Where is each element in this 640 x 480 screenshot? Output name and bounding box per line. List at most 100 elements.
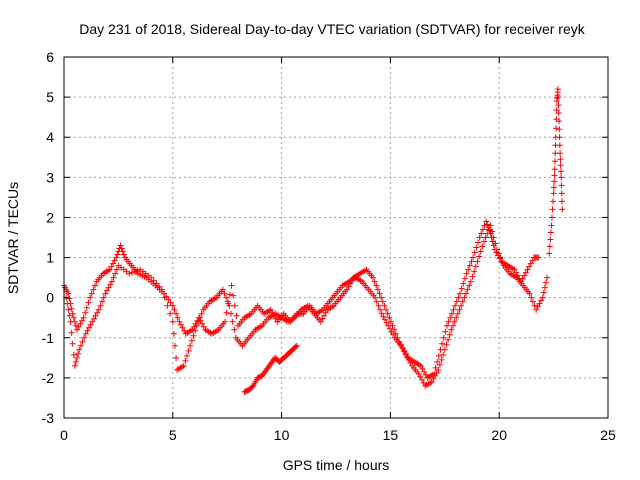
data-point [377,306,384,313]
x-axis: 0 5 10 15 20 25 [60,57,616,443]
data-point [474,258,481,265]
data-point [490,234,497,241]
data-point [129,269,135,276]
data-point [384,310,391,317]
data-point [459,298,466,305]
data-point [526,290,533,297]
data-point [519,275,526,282]
data-point [417,362,424,369]
data-point [495,250,502,257]
data-point [99,298,106,305]
data-point [559,206,566,213]
data-point [374,286,381,293]
data-point [461,294,468,301]
data-point [66,295,73,302]
data-point [64,300,71,307]
data-point [82,330,89,337]
data-point [527,260,534,267]
data-point [453,314,460,321]
data-point [535,254,542,261]
data-point [190,332,197,339]
data-point [226,291,233,298]
data-point [399,344,406,351]
data-point [343,286,350,293]
data-point [476,253,483,260]
data-point [496,255,503,262]
data-point [471,249,478,256]
data-point [161,290,168,297]
data-point [479,226,486,233]
data-point [439,340,446,347]
data-point [466,262,473,269]
data-point [551,172,558,179]
data-point [528,294,535,301]
data-point [226,302,233,309]
data-point [74,354,81,361]
data-point [69,310,76,317]
data-point [553,107,560,114]
data-point [348,277,355,284]
data-point [458,285,465,292]
data-point [440,351,447,358]
data-point [72,322,79,329]
data-point [183,352,190,359]
data-point [485,226,492,233]
data-point [553,125,560,132]
data-point [455,294,462,301]
data-point [161,294,168,301]
data-point [448,310,455,317]
data-point [85,299,92,306]
data-point [158,286,165,293]
data-point [465,266,472,273]
data-point [539,294,546,301]
data-point [164,302,171,309]
data-point [171,306,178,313]
data-point [347,280,354,287]
data-point [484,230,491,237]
data-point [472,263,479,270]
data-point [171,342,178,349]
data-point [293,342,300,349]
data-point [71,362,78,369]
data-point [551,158,558,165]
data-point [522,269,529,276]
data-point [176,318,183,325]
data-point [185,347,192,354]
y-tick-label: -1 [42,330,55,346]
data-point [75,350,82,357]
data-point [126,270,133,277]
data-point [470,254,477,261]
data-point [112,270,119,277]
data-point [467,278,474,285]
data-point [92,312,99,319]
data-point [497,254,504,261]
data-point [434,358,441,365]
data-point [69,340,76,347]
data-point [165,296,172,303]
data-point [177,321,184,328]
data-point [231,326,238,333]
y-tick-label: 2 [46,209,54,225]
data-point [420,379,427,386]
data-point [453,298,460,305]
data-point [88,290,95,297]
data-point [369,274,376,281]
data-point [433,369,440,376]
data-point [197,314,203,321]
data-point [174,314,181,321]
data-point [134,267,141,274]
x-tick-label: 10 [274,427,290,443]
data-point [458,302,465,309]
data-point [557,156,564,163]
data-point [460,280,467,287]
data-point [558,190,565,197]
data-point [494,246,501,253]
data-point [81,334,88,341]
data-point [438,356,445,363]
data-point [381,302,388,309]
data-point [418,376,425,383]
data-point [432,372,439,379]
data-point [557,162,564,169]
